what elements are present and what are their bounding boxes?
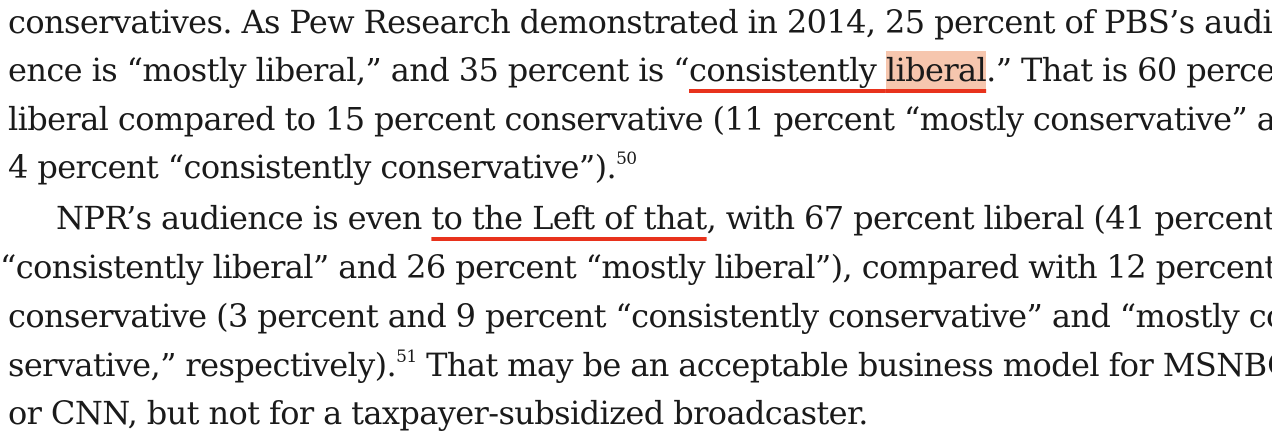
text-span: servative,” respectively). [8, 346, 397, 384]
text-span: consistently [689, 51, 886, 89]
text-span: That may be an acceptable business model… [416, 346, 1272, 384]
text-line-3: liberal compared to 15 percent conservat… [8, 100, 1272, 138]
text-line-2: ence is “mostly liberal,” and 35 percent… [0, 46, 1272, 94]
text-line-5: NPR’s audience is even to the Left of th… [0, 194, 1272, 242]
underlined-phrase[interactable]: to the Left of that [431, 199, 707, 237]
text-line-8: servative,” respectively).51 That may be… [0, 341, 1272, 389]
highlighted-word[interactable]: liberal [885, 51, 987, 89]
text-line-1: conservatives. As Pew Research demonstra… [8, 3, 1272, 41]
text-span: .” That is 60 percent [986, 51, 1272, 89]
text-line-9: or CNN, but not for a taxpayer-subsidize… [8, 394, 868, 432]
text-span: ence is “mostly liberal,” and 35 percent… [8, 51, 690, 89]
footnote-ref-51[interactable]: 51 [396, 347, 417, 367]
text-span: NPR’s audience is even [56, 199, 432, 237]
text-line-7: conservative (3 percent and 9 percent “c… [8, 297, 1272, 335]
text-line-4: 4 percent “consistently conservative”).5… [0, 143, 1266, 191]
text-line-6: “consistently liberal” and 26 percent “m… [0, 248, 1272, 286]
underlined-phrase[interactable]: consistently liberal [689, 51, 987, 89]
text-span: 4 percent “consistently conservative”). [8, 148, 617, 186]
footnote-ref-50[interactable]: 50 [616, 149, 637, 169]
text-span: , with 67 percent liberal (41 percent [706, 199, 1272, 237]
